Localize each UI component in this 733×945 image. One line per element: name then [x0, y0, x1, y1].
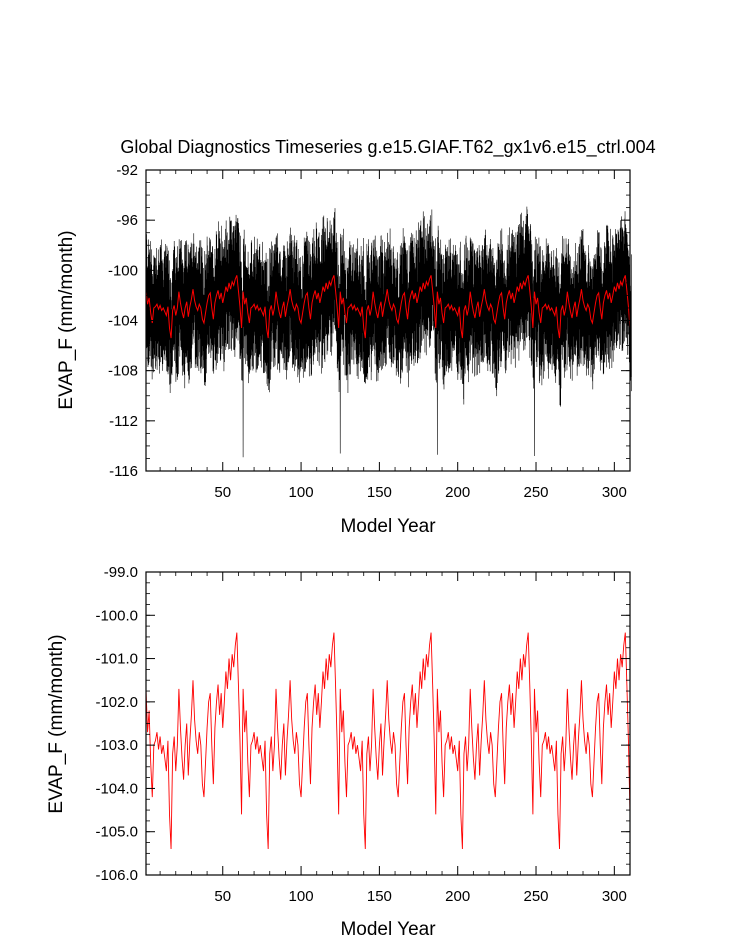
bottom-y-tick-label: -99.0 — [104, 564, 138, 581]
bottom-x-tick-label: 100 — [289, 888, 314, 905]
top-x-tick-label: 250 — [524, 484, 549, 501]
top-y-axis-title: EVAP_F (mm/month) — [56, 230, 77, 409]
bottom-x-tick-label: 300 — [602, 888, 627, 905]
top-monthly-series-line — [145, 206, 632, 458]
top-y-tick-label: -116 — [109, 463, 138, 480]
top-plot-area — [145, 206, 632, 458]
top-y-tick-label: -112 — [109, 413, 138, 430]
bottom-y-axis-title: EVAP_F (mm/month) — [46, 634, 67, 813]
bottom-x-tick-label: 200 — [445, 888, 470, 905]
bottom-plot-area — [145, 632, 631, 850]
top-ticks: 50 100 150 200 250 300 -116 -112 -108 -104 -100 -96… — [108, 162, 631, 501]
bottom-x-tick-label: 150 — [367, 888, 392, 905]
bottom-annual-series-line — [145, 632, 631, 850]
chart-title: Global Diagnostics Timeseries g.e15.GIAF… — [120, 137, 655, 158]
top-x-tick-label: 200 — [445, 484, 470, 501]
bottom-x-tick-label: 250 — [524, 888, 549, 905]
bottom-plot-frame — [145, 571, 631, 876]
top-y-tick-label: -100 — [108, 262, 138, 279]
bottom-chart: 50 100 150 200 250 300 -106.0 -105.0 -104.0 -103.… — [46, 564, 631, 940]
top-annual-series-line — [145, 275, 631, 339]
bottom-y-tick-label: -101.0 — [95, 651, 138, 668]
bottom-y-tick-label: -105.0 — [95, 824, 138, 841]
bottom-y-tick-label: -104.0 — [95, 780, 138, 797]
top-y-tick-label: -92 — [116, 162, 138, 179]
top-x-tick-label: 300 — [602, 484, 627, 501]
bottom-ticks: 50 100 150 200 250 300 -106.0 -105.0 -104.0 -103.… — [95, 564, 631, 905]
bottom-x-tick-label: 50 — [214, 888, 231, 905]
bottom-y-tick-label: -103.0 — [95, 737, 138, 754]
top-chart: 50 100 150 200 250 300 -116 -112 -108 -104 -100 -96… — [56, 162, 632, 537]
top-x-tick-label: 50 — [214, 484, 231, 501]
bottom-y-tick-label: -100.0 — [95, 607, 138, 624]
top-y-tick-label: -96 — [116, 212, 138, 229]
top-y-tick-label: -104 — [108, 313, 138, 330]
top-x-tick-label: 100 — [289, 484, 314, 501]
bottom-x-axis-title: Model Year — [340, 919, 436, 940]
bottom-y-tick-label: -106.0 — [95, 867, 138, 884]
top-x-tick-label: 150 — [367, 484, 392, 501]
bottom-y-tick-label: -102.0 — [95, 694, 138, 711]
top-y-tick-label: -108 — [108, 363, 138, 380]
top-x-axis-title: Model Year — [340, 516, 436, 537]
